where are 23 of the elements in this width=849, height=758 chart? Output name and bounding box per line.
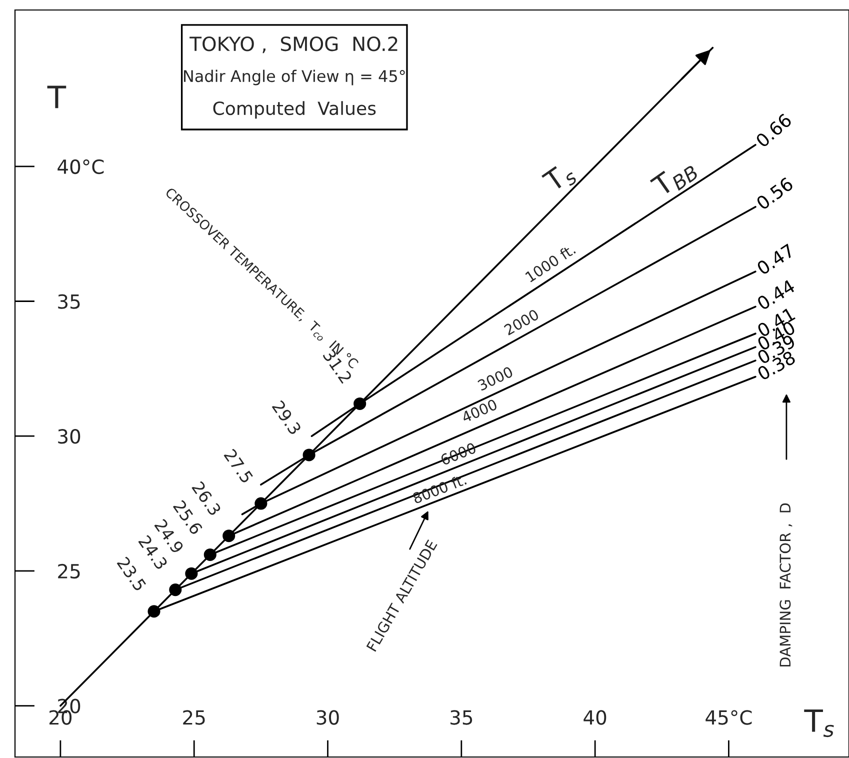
annotation: 6000 xyxy=(440,442,477,466)
annotation: T$_{BB}$ xyxy=(650,156,700,201)
annotation: 8000 ft. xyxy=(412,474,467,504)
y-tick-label: 35 xyxy=(58,294,80,309)
annotation: DAMPING FACTOR , D xyxy=(780,503,792,666)
text: Nadir Angle of View η = 45° xyxy=(184,70,405,86)
x-tick-label: 30 xyxy=(316,710,339,725)
annotation: 3000 xyxy=(477,366,514,391)
y-tick-label: 30 xyxy=(58,429,80,444)
x-tick-label: 25 xyxy=(183,710,205,725)
y-tick-label: 40°C xyxy=(58,159,104,174)
text: TOKYO , SMOG NO.2 xyxy=(190,36,398,54)
y-axis-title: T xyxy=(47,86,66,108)
annotation: 4000 xyxy=(460,398,498,423)
annotation: Computed Values xyxy=(213,101,376,119)
x-tick-label: 35 xyxy=(450,710,472,725)
x-axis-title: T$_{s}$ xyxy=(804,710,834,738)
annotation: T$_{s}$ xyxy=(542,160,578,196)
x-tick-label: 40 xyxy=(584,710,606,725)
x-tick-label: 45°C xyxy=(706,710,752,725)
text: 0.47 xyxy=(756,243,795,276)
y-tick-label: 25 xyxy=(58,564,80,579)
text: 0.44 xyxy=(756,278,796,310)
